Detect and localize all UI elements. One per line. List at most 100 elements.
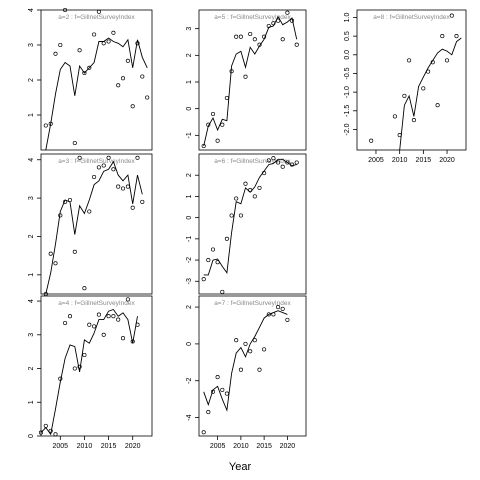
x-tick-label: 2015 bbox=[416, 157, 432, 164]
data-point bbox=[130, 104, 135, 109]
data-point bbox=[72, 249, 77, 254]
y-tick-label: 0 bbox=[186, 216, 193, 220]
data-point bbox=[257, 367, 262, 372]
data-point bbox=[397, 133, 402, 138]
data-point bbox=[67, 197, 73, 203]
data-point bbox=[285, 317, 290, 322]
data-point bbox=[96, 9, 101, 14]
y-tick-label: -2 bbox=[186, 378, 193, 384]
y-tick-label: 4 bbox=[28, 8, 35, 12]
panel-3: a=8 : f=GillnetSurveyIndex -2.0 -1.5 -1.0 -0… bbox=[344, 9, 467, 164]
data-point bbox=[234, 196, 239, 201]
data-point bbox=[294, 42, 299, 47]
y-tick-label: 3 bbox=[186, 27, 193, 31]
data-point bbox=[411, 118, 416, 123]
data-point bbox=[285, 10, 290, 15]
x-tick-label: 2015 bbox=[101, 443, 117, 450]
y-tick-label: 2 bbox=[28, 366, 35, 370]
y-tick-label: -1.0 bbox=[344, 86, 351, 98]
y-tick-label: 0 bbox=[186, 107, 193, 111]
data-point bbox=[87, 65, 92, 70]
data-point bbox=[53, 432, 58, 437]
data-point bbox=[135, 322, 140, 327]
panel-frame bbox=[40, 153, 153, 295]
x-tick-label: 2020 bbox=[125, 443, 141, 450]
y-tick-label: -2 bbox=[186, 257, 193, 263]
data-point bbox=[125, 297, 130, 302]
data-point bbox=[135, 155, 140, 160]
data-point bbox=[63, 7, 68, 13]
data-point bbox=[130, 339, 135, 344]
panel-title: a=6 : f=GillnetSurveyIndex bbox=[214, 158, 291, 165]
x-tick-label: 2010 bbox=[77, 443, 93, 450]
data-point bbox=[92, 324, 97, 329]
data-point bbox=[106, 155, 111, 160]
data-point bbox=[96, 165, 101, 170]
data-point bbox=[280, 306, 285, 311]
data-point bbox=[369, 138, 374, 143]
panel-frame bbox=[40, 9, 153, 151]
panel-title: a=3 : f=GillnetSurveyIndex bbox=[58, 158, 135, 165]
data-point bbox=[125, 184, 130, 189]
data-point bbox=[271, 21, 276, 26]
data-point bbox=[229, 213, 234, 218]
y-tick-label: -1 bbox=[186, 132, 193, 138]
panel-7: a=7 : f=GillnetSurveyIndex -4 -2 0 2 2005 2010… bbox=[186, 295, 307, 450]
data-point bbox=[82, 352, 87, 358]
y-tick-label: -1.5 bbox=[344, 105, 351, 117]
data-point bbox=[120, 186, 126, 191]
data-point bbox=[120, 336, 126, 341]
fitted-line bbox=[203, 15, 298, 147]
data-point bbox=[116, 317, 121, 322]
data-point bbox=[252, 194, 257, 199]
y-tick-label: -2.0 bbox=[344, 123, 351, 135]
data-point bbox=[38, 430, 44, 435]
panel-frame bbox=[198, 295, 307, 437]
panel-frame bbox=[356, 9, 467, 151]
data-point bbox=[201, 430, 206, 435]
data-point bbox=[392, 114, 397, 119]
data-point bbox=[53, 51, 58, 56]
data-point bbox=[276, 160, 281, 165]
data-point bbox=[58, 376, 63, 381]
data-point bbox=[435, 103, 440, 108]
data-point bbox=[444, 58, 450, 63]
x-tick-label: 2010 bbox=[233, 443, 249, 450]
data-point bbox=[210, 389, 216, 394]
y-tick-label: 1 bbox=[186, 194, 193, 198]
data-point bbox=[220, 289, 225, 294]
data-point bbox=[266, 158, 271, 163]
fitted-line bbox=[45, 160, 143, 295]
data-point bbox=[238, 367, 243, 372]
data-point bbox=[82, 70, 87, 76]
data-point bbox=[140, 74, 145, 79]
data-point bbox=[215, 138, 220, 143]
data-point bbox=[92, 32, 97, 37]
data-point bbox=[243, 341, 248, 346]
data-point bbox=[87, 322, 92, 327]
x-tick-label: 2015 bbox=[256, 443, 272, 450]
data-point bbox=[271, 156, 276, 161]
fitted-line bbox=[45, 37, 148, 151]
x-tick-label: 2005 bbox=[53, 443, 69, 450]
data-point bbox=[87, 209, 92, 214]
data-point bbox=[116, 184, 121, 189]
data-point bbox=[140, 199, 145, 204]
data-point bbox=[262, 34, 267, 39]
panel-frame bbox=[198, 9, 307, 151]
y-tick-label: 2 bbox=[28, 78, 35, 82]
data-point bbox=[206, 122, 211, 127]
fitted-line bbox=[399, 37, 462, 151]
data-point bbox=[106, 314, 111, 319]
panel-title: a=4 : f=GillnetSurveyIndex bbox=[58, 300, 135, 307]
data-point bbox=[77, 364, 82, 369]
data-point bbox=[252, 37, 257, 42]
data-point bbox=[224, 236, 229, 241]
x-tick-label: 2010 bbox=[392, 157, 408, 164]
panel-title: a=5 : f=GillnetSurveyIndex bbox=[214, 14, 291, 21]
data-point bbox=[72, 140, 77, 146]
data-point bbox=[238, 213, 243, 218]
data-point bbox=[262, 171, 267, 176]
y-tick-label: 1.0 bbox=[344, 12, 351, 22]
fitted-line bbox=[40, 308, 138, 436]
